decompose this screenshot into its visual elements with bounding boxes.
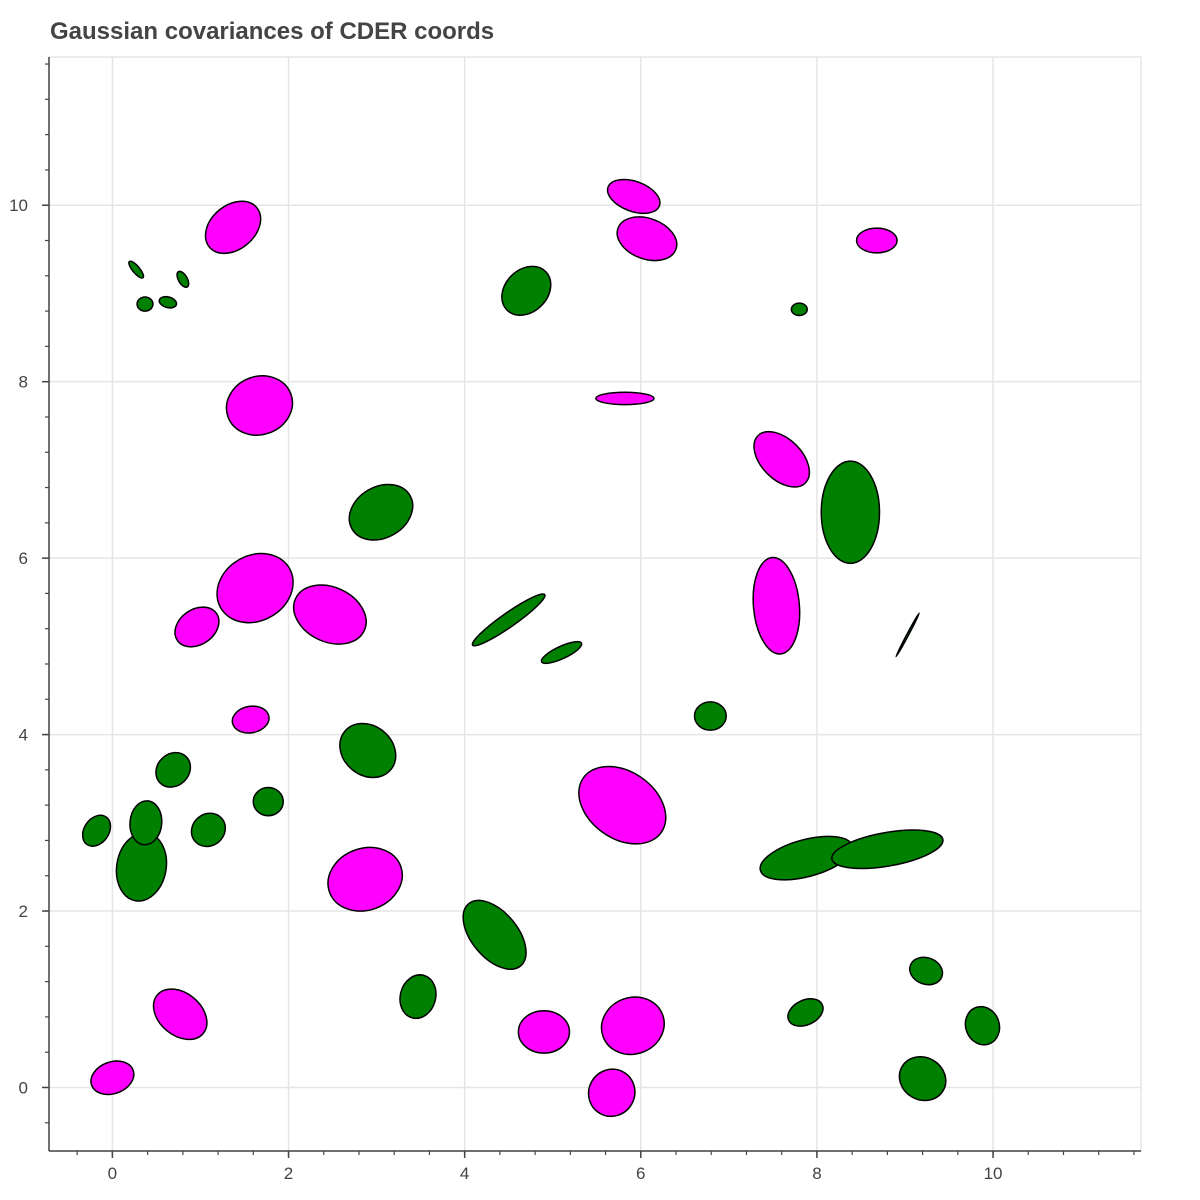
y-tick-label: 8	[19, 373, 28, 392]
grid-lines	[48, 56, 1142, 1152]
x-tick-label: 0	[108, 1164, 117, 1183]
green-ellipse	[136, 296, 154, 312]
magenta-ellipse	[606, 178, 661, 215]
green-ellipse	[471, 593, 546, 647]
magenta-ellipse	[855, 227, 898, 254]
green-ellipse	[399, 974, 437, 1020]
magenta-ellipse	[752, 556, 801, 655]
x-tick-label: 8	[812, 1164, 821, 1183]
chart-title: Gaussian covariances of CDER coords	[50, 18, 495, 45]
x-tick-label: 2	[284, 1164, 293, 1183]
x-tick-label: 6	[636, 1164, 645, 1183]
magenta-ellipse	[327, 846, 404, 912]
green-ellipse	[693, 701, 727, 731]
green-ellipse	[909, 956, 944, 986]
green-ellipse	[540, 640, 583, 665]
magenta-ellipse	[204, 200, 262, 255]
green-ellipse	[252, 786, 285, 817]
magenta-ellipse	[231, 705, 270, 734]
magenta-ellipse	[174, 606, 220, 648]
green-ellipse	[81, 814, 112, 847]
green-ellipse	[339, 722, 397, 779]
green-ellipse	[176, 270, 190, 289]
magenta-ellipse	[216, 552, 294, 624]
green-ellipse	[190, 812, 227, 848]
y-tick-label: 0	[19, 1078, 28, 1097]
axes: 0 2 4 6 8 10 0 2 4 6 8 10	[9, 57, 1141, 1183]
magenta-ellipse	[600, 996, 665, 1056]
green-ellipse	[155, 751, 192, 788]
y-tick-label: 4	[19, 726, 28, 745]
magenta-ellipse	[517, 1009, 571, 1054]
x-tick-label: 10	[984, 1164, 1003, 1183]
magenta-ellipse	[753, 430, 811, 488]
magenta-ellipse	[616, 216, 678, 262]
green-ellipse	[348, 483, 414, 541]
x-tick-label: 4	[460, 1164, 469, 1183]
magenta-ellipse	[90, 1060, 135, 1096]
magenta-ellipse	[225, 375, 294, 436]
green-ellipse	[129, 800, 163, 846]
green-ellipse	[898, 1056, 947, 1102]
magenta-ellipse	[595, 391, 655, 406]
y-tick-label: 2	[19, 902, 28, 921]
green-ellipse	[964, 1005, 1001, 1046]
green-ellipse	[820, 460, 881, 565]
green-ellipse	[895, 612, 920, 658]
green-ellipse	[790, 302, 808, 317]
magenta-ellipse	[578, 765, 667, 845]
y-tick-label: 6	[19, 549, 28, 568]
magenta-ellipse	[152, 988, 208, 1041]
green-ellipse	[158, 295, 178, 309]
magenta-ellipse	[587, 1068, 636, 1118]
y-tick-label: 10	[9, 196, 28, 215]
green-ellipse	[462, 899, 527, 970]
green-ellipse	[787, 998, 824, 1027]
green-ellipse	[128, 260, 145, 279]
ellipse-layer	[81, 178, 1001, 1118]
green-ellipse	[831, 829, 944, 870]
green-ellipse	[501, 265, 552, 316]
magenta-ellipse	[292, 584, 367, 645]
